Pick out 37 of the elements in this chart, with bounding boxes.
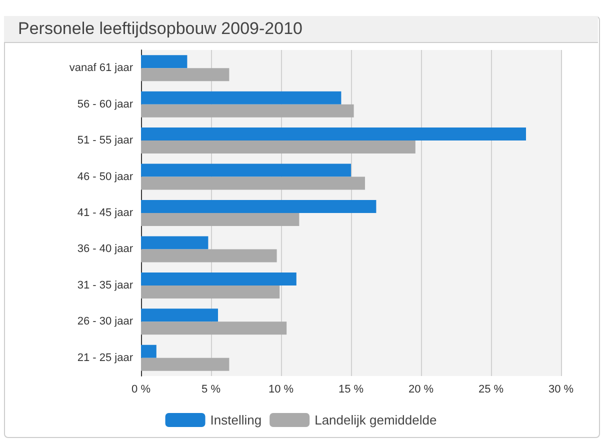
x-tick-label: 15 % bbox=[338, 384, 364, 396]
y-tick-label: 31 - 35 jaar bbox=[77, 279, 134, 292]
y-tick-label: 46 - 50 jaar bbox=[77, 170, 134, 183]
bar bbox=[141, 322, 287, 335]
bar bbox=[141, 68, 230, 82]
y-tick-label: 26 - 30 jaar bbox=[77, 316, 134, 328]
y-tick-label: 36 - 40 jaar bbox=[77, 243, 134, 256]
x-tick-label: 5 % bbox=[202, 384, 221, 396]
bar bbox=[141, 91, 342, 104]
y-tick-label: 21 - 25 jaar bbox=[77, 352, 134, 364]
bar bbox=[141, 249, 277, 262]
bar bbox=[141, 140, 416, 154]
bar bbox=[141, 164, 351, 177]
bar bbox=[141, 272, 296, 286]
x-tick-label: 30 % bbox=[548, 384, 574, 396]
bar bbox=[141, 200, 376, 213]
x-tick-label: 10 % bbox=[268, 384, 294, 396]
bar bbox=[141, 213, 300, 226]
bar bbox=[141, 128, 526, 141]
chart-title: Personele leeftijdsopbouw 2009-2010 bbox=[4, 16, 598, 43]
x-tick-label: 0 % bbox=[132, 384, 151, 396]
bar bbox=[141, 285, 280, 298]
bar bbox=[141, 236, 208, 250]
bar bbox=[141, 344, 156, 358]
y-tick-label: vanaf 61 jaar bbox=[69, 62, 134, 74]
legend-label: Instelling bbox=[210, 412, 262, 428]
x-tick-label: 25 % bbox=[478, 384, 504, 396]
bar bbox=[141, 55, 188, 68]
x-tick-label: 20 % bbox=[408, 384, 434, 396]
bar bbox=[141, 176, 365, 190]
y-tick-label: 41 - 45 jaar bbox=[77, 207, 134, 219]
y-tick-label: 56 - 60 jaar bbox=[77, 98, 134, 110]
bar bbox=[141, 358, 230, 371]
bar bbox=[141, 104, 354, 118]
y-tick-label: 51 - 55 jaar bbox=[77, 134, 134, 147]
legend-label: Landelijk gemiddelde bbox=[314, 412, 437, 428]
bar bbox=[141, 308, 218, 322]
